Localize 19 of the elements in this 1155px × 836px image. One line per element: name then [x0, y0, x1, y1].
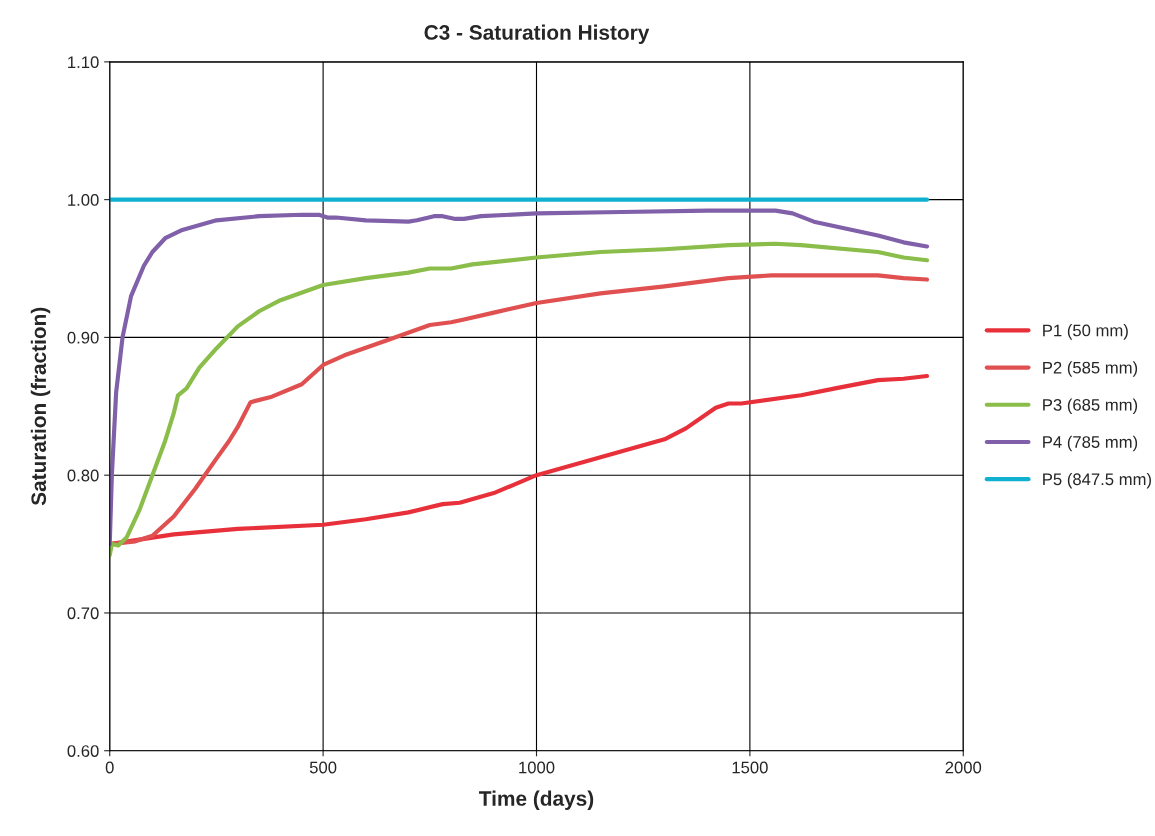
y-tick-label: 0.70 [67, 607, 99, 620]
x-tick-label: 500 [309, 761, 337, 774]
y-tick-label: 1.10 [68, 56, 99, 69]
legend-label: P4 (785 mm) [1043, 435, 1138, 452]
y-tick-label: 1.00 [68, 194, 99, 206]
legend-label: P3 (685 mm) [1043, 398, 1138, 415]
x-axis-title: Time (days) [479, 790, 594, 810]
legend-label: P5 (847.5 mm) [1043, 472, 1151, 489]
x-tick-label: 1500 [732, 761, 768, 774]
y-axis-title: Saturation (fraction) [30, 307, 51, 506]
y-tick-label: 0.80 [67, 469, 99, 482]
legend-label: P2 (585 mm) [1043, 361, 1138, 377]
x-tick-label: 0 [105, 761, 114, 774]
x-tick-label: 2000 [945, 761, 982, 774]
y-tick-label: 0.90 [67, 331, 99, 344]
chart-title: C3 - Saturation History [424, 24, 650, 44]
y-tick-label: 0.60 [67, 745, 99, 757]
x-tick-label: 1000 [519, 761, 555, 774]
legend-label: P1 (50 mm) [1043, 324, 1128, 340]
